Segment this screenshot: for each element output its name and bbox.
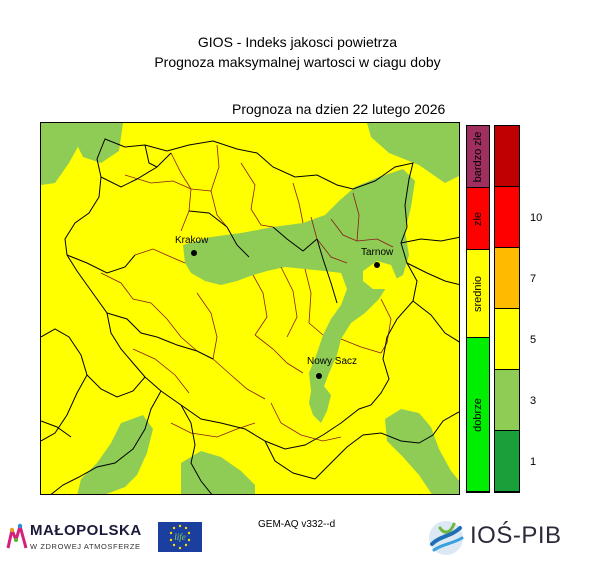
krakow-marker <box>191 250 197 256</box>
legend-category-label: srednio <box>472 275 484 313</box>
map-canvas <box>41 123 459 494</box>
legend-category-label: dobrze <box>472 398 484 432</box>
index-band-1 <box>495 370 519 431</box>
index-tick-label: 10 <box>530 211 543 224</box>
legend-category-label: zle <box>472 211 484 227</box>
index-tick-label: 1 <box>530 455 537 468</box>
zone-north-west <box>41 123 83 185</box>
index-band-0 <box>495 431 519 492</box>
index-legend <box>494 125 520 493</box>
zone-krakow-tarnow-belt <box>183 169 415 391</box>
index-tick-label: 7 <box>530 272 537 285</box>
city-label-krakow: Krakow <box>175 235 209 246</box>
ios-pib-logo: IOŚ-PIB <box>426 518 566 558</box>
legend-category-1: srednio <box>467 250 489 338</box>
malopolska-tagline: W ZDROWEJ ATMOSFERZE <box>30 542 141 551</box>
zone-south-west <box>77 415 153 494</box>
legend-category-3: bardzo zle <box>467 126 489 188</box>
eu-life-logo: life <box>158 522 202 552</box>
zone-south-sacz <box>309 385 331 423</box>
nowy-sacz-marker <box>316 373 322 379</box>
zone-north-mid <box>71 123 123 163</box>
map-title: GIOS - Indeks jakosci powietrza <box>197 34 398 50</box>
category-legend: dobrze srednio zle bardzo zle <box>466 125 490 493</box>
legend-category-0: dobrze <box>467 338 489 492</box>
zone-tarnow-pocket <box>363 261 397 289</box>
eu-stars-icon: life <box>169 524 191 550</box>
zone-east-border <box>385 409 459 494</box>
city-label-nowy-sacz: Nowy Sacz <box>307 356 358 367</box>
index-band-5 <box>495 126 519 187</box>
legend-category-label: bardzo zle <box>472 131 484 183</box>
map-subtitle: Prognoza maksymalnej wartosci w ciagu do… <box>154 54 441 70</box>
tarnow-marker <box>374 262 380 268</box>
malopolska-mark-icon <box>6 523 28 549</box>
malopolska-logo: MAŁOPOLSKA W ZDROWEJ ATMOSFERZE <box>6 520 151 556</box>
zone-north-east <box>367 123 459 183</box>
county-borders <box>100 144 394 442</box>
index-band-4 <box>495 187 519 248</box>
forecast-date: Prognoza na dzien 22 lutego 2026 <box>232 101 446 117</box>
index-band-2 <box>495 309 519 370</box>
city-label-tarnow: Tarnow <box>361 247 394 258</box>
ios-globe-icon <box>429 521 464 555</box>
index-band-3 <box>495 248 519 309</box>
index-tick-label: 3 <box>530 394 537 407</box>
model-version: GEM-AQ v332--d <box>258 519 336 530</box>
region-borders <box>41 138 459 494</box>
eu-logo-text: life <box>174 532 186 542</box>
good-zones <box>41 123 459 494</box>
malopolska-wordmark: MAŁOPOLSKA <box>30 522 142 539</box>
air-quality-map: Krakow Tarnow Nowy Sacz <box>40 122 460 495</box>
ios-pib-wordmark: IOŚ-PIB <box>470 522 562 549</box>
index-tick-label: 5 <box>530 333 537 346</box>
legend-category-2: zle <box>467 188 489 250</box>
zone-south-border <box>181 451 255 494</box>
